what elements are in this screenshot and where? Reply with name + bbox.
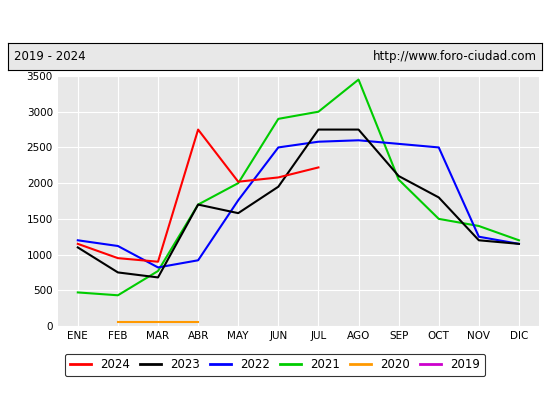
Text: Evolucion Nº Turistas Nacionales en el municipio de Torrent: Evolucion Nº Turistas Nacionales en el m… [58, 14, 492, 28]
Text: http://www.foro-ciudad.com: http://www.foro-ciudad.com [372, 50, 536, 63]
Text: 2019 - 2024: 2019 - 2024 [14, 50, 85, 63]
Legend: 2024, 2023, 2022, 2021, 2020, 2019: 2024, 2023, 2022, 2021, 2020, 2019 [65, 354, 485, 376]
